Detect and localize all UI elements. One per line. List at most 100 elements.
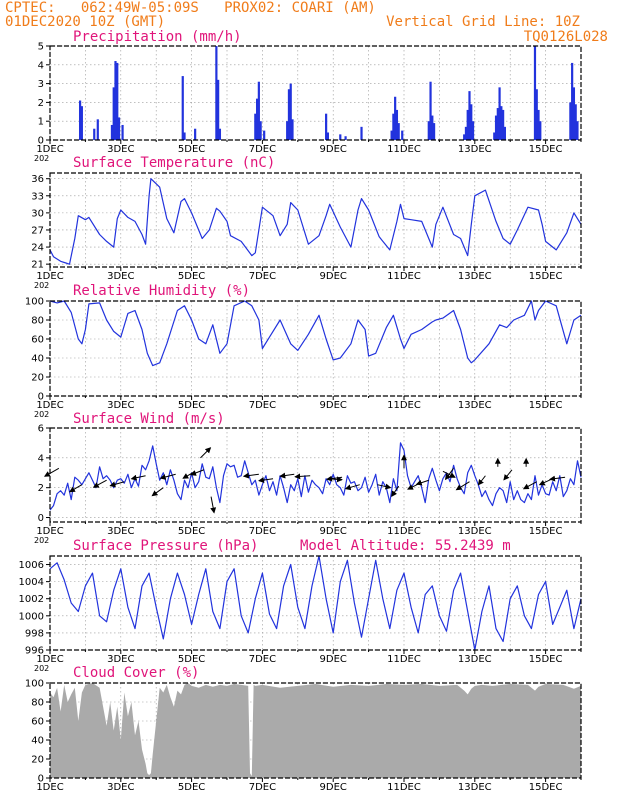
x-tick-label: 3DEC xyxy=(107,654,134,665)
grid-note: Vertical Grid Line: 10Z xyxy=(386,14,580,30)
y-tick-label: 5 xyxy=(38,42,44,53)
precip-bar xyxy=(493,132,496,140)
precip-bar xyxy=(503,126,506,140)
x-tick-label: 13DEC xyxy=(458,400,492,411)
y-tick-label: 33 xyxy=(31,191,44,202)
x-tick-label: 7DEC xyxy=(249,782,276,793)
x-tick-label: 11DEC xyxy=(387,271,421,282)
y-tick-label: 40 xyxy=(31,736,44,747)
x-tick-label: 1DEC xyxy=(36,400,63,411)
wind-series-line xyxy=(49,442,582,511)
x-tick-label: 1DEC xyxy=(36,782,63,793)
y-tick-label: 4 xyxy=(38,60,44,71)
x-corner-label: 202 xyxy=(34,410,49,419)
precip-bar xyxy=(80,106,83,140)
precip-bar xyxy=(96,119,99,140)
precip-bar xyxy=(397,123,400,140)
x-tick-label: 1DEC xyxy=(36,144,63,155)
y-tick-label: 1 xyxy=(38,117,44,128)
precip-bar xyxy=(325,113,328,140)
precip-bar xyxy=(392,113,395,140)
x-tick-label: 5DEC xyxy=(178,526,205,537)
y-tick-label: 40 xyxy=(31,354,44,365)
precip-bar xyxy=(494,115,498,140)
precip-bar xyxy=(287,89,291,140)
precip-bar xyxy=(183,132,186,140)
x-tick-label: 7DEC xyxy=(249,400,276,411)
precip-bar xyxy=(112,87,115,140)
x-tick-label: 15DEC xyxy=(529,400,563,411)
y-tick-label: 60 xyxy=(31,717,44,728)
x-corner-label: 202 xyxy=(34,664,49,673)
y-tick-label: 998 xyxy=(25,628,44,639)
precip-bar xyxy=(569,102,572,140)
wind-vector-arrow xyxy=(200,447,212,459)
x-tick-label: 11DEC xyxy=(387,144,421,155)
precip-bar xyxy=(339,134,342,140)
wind-vector-arrow xyxy=(92,479,107,488)
panel-title-temperature: Surface Temperature (nC) xyxy=(73,155,276,171)
x-tick-label: 5DEC xyxy=(178,782,205,793)
wind-vector-arrow xyxy=(503,469,513,481)
x-corner-label: 202 xyxy=(34,281,49,290)
precip-bar xyxy=(194,128,197,140)
precip-bar xyxy=(468,91,471,140)
y-tick-label: 6 xyxy=(38,424,44,435)
precip-bar xyxy=(117,117,121,140)
x-tick-label: 1DEC xyxy=(36,271,63,282)
wind-vector-arrow xyxy=(182,470,196,479)
precip-bar xyxy=(121,124,124,140)
y-tick-label: 36 xyxy=(31,174,44,185)
precip-bar xyxy=(254,113,257,140)
y-tick-label: 80 xyxy=(31,316,44,327)
x-tick-label: 7DEC xyxy=(249,654,276,665)
y-tick-label: 80 xyxy=(31,698,44,709)
wind-vector-arrow xyxy=(344,484,360,491)
precip-bar xyxy=(571,62,574,140)
x-tick-label: 9DEC xyxy=(320,654,347,665)
x-tick-label: 9DEC xyxy=(320,271,347,282)
precip-bar xyxy=(215,46,218,140)
x-tick-label: 15DEC xyxy=(529,654,563,665)
precip-bar xyxy=(429,81,432,140)
precip-bar xyxy=(344,136,347,140)
model-altitude: Model Altitude: 55.2439 m xyxy=(300,538,511,554)
temp-frame xyxy=(49,172,582,268)
precip-bar xyxy=(326,132,329,140)
precip-bar xyxy=(217,79,220,140)
precip-bar xyxy=(463,134,466,140)
wind-vector-arrow xyxy=(279,472,295,479)
wind-vector-arrow xyxy=(258,477,274,483)
precip-bar xyxy=(466,109,469,140)
wind-vector-arrow xyxy=(43,467,60,477)
y-tick-label: 100 xyxy=(25,679,44,690)
y-tick-label: 21 xyxy=(31,260,44,271)
x-tick-label: 7DEC xyxy=(249,526,276,537)
y-tick-label: 0 xyxy=(38,774,44,785)
y-tick-label: 2 xyxy=(38,98,44,109)
precip-bar xyxy=(93,128,96,140)
precip-bar xyxy=(502,109,505,140)
x-tick-label: 3DEC xyxy=(107,782,134,793)
panel-title-precipitation: Precipitation (mm/h) xyxy=(73,29,242,45)
x-tick-label: 11DEC xyxy=(387,526,421,537)
y-tick-label: 60 xyxy=(31,335,44,346)
rh-frame xyxy=(49,300,582,397)
temp-series-line xyxy=(49,178,582,265)
precip-bar xyxy=(291,119,294,140)
precip-bar xyxy=(401,130,404,140)
x-tick-label: 3DEC xyxy=(107,271,134,282)
x-tick-label: 15DEC xyxy=(529,526,563,537)
x-tick-label: 13DEC xyxy=(458,271,492,282)
x-tick-label: 11DEC xyxy=(387,654,421,665)
precip-bar xyxy=(360,126,363,140)
y-tick-label: 0 xyxy=(38,136,44,147)
cloud-cover-area xyxy=(50,683,581,778)
panel-title-humidity: Relative Humidity (%) xyxy=(73,283,251,299)
precip-bar xyxy=(535,89,538,140)
panel-title-cloud: Cloud Cover (%) xyxy=(73,665,200,681)
wind-vector-arrow xyxy=(522,481,537,490)
precip-bar xyxy=(427,121,430,140)
precip-bar xyxy=(576,121,579,140)
wind-vector-arrow xyxy=(549,475,566,482)
